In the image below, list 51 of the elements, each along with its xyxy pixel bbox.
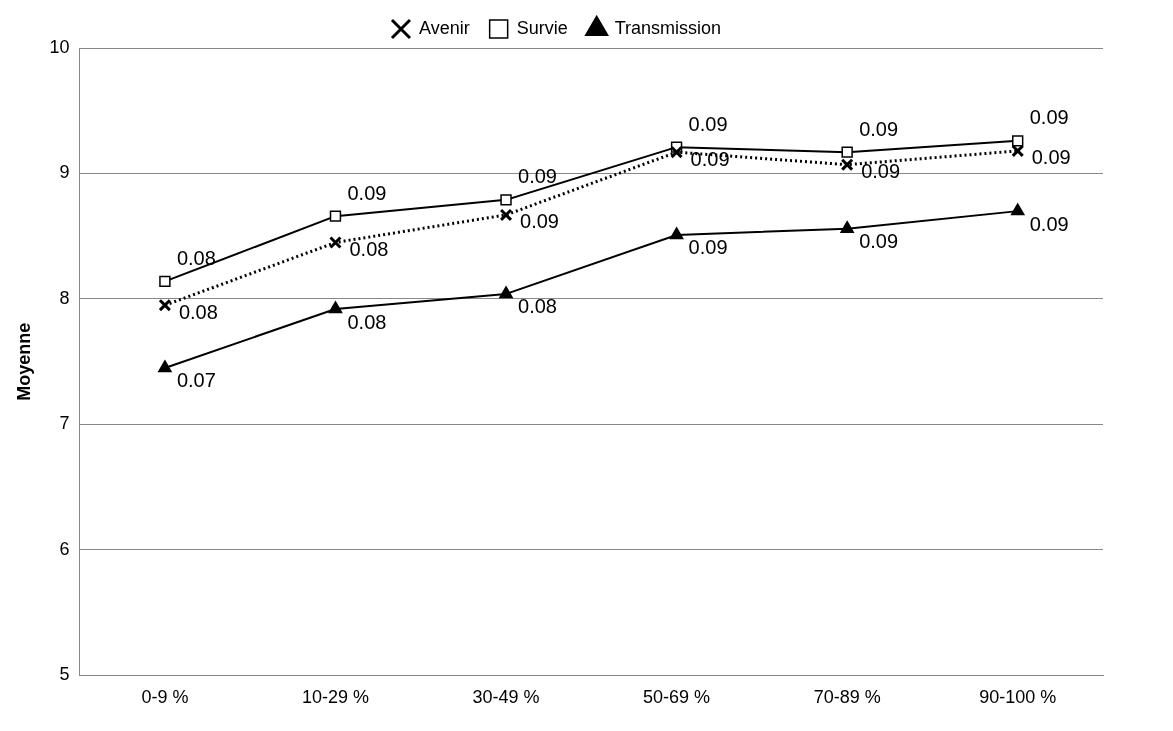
x-tick-label: 50-69 % [643, 687, 711, 708]
y-axis-title: Moyenne [13, 322, 34, 401]
annotation: 0.09 [859, 230, 899, 253]
point [159, 275, 171, 288]
annotation: 0.09 [688, 236, 728, 259]
legend-label: Avenir [418, 17, 470, 38]
annotation: 0.09 [520, 210, 559, 233]
point [1012, 135, 1024, 147]
y-tick-label: 7 [59, 413, 70, 434]
point [329, 236, 342, 249]
y-tick-label: 6 [59, 538, 70, 559]
x-tick-label: 0-9 % [141, 687, 189, 708]
y-tick-label: 5 [59, 664, 70, 685]
x-tick-label: 10-29 % [301, 687, 369, 708]
point [1010, 203, 1025, 216]
annotation: 0.09 [1031, 146, 1071, 169]
annotation: 0.08 [176, 246, 216, 269]
annotation: 0.09 [690, 147, 730, 170]
point [499, 286, 513, 299]
y-tick-label: 10 [49, 36, 70, 57]
point [158, 298, 172, 312]
annotation: 0.09 [1029, 212, 1069, 235]
point [669, 227, 684, 240]
point [500, 194, 512, 206]
annotation: 0.09 [518, 165, 557, 188]
annotation: 0.09 [347, 181, 387, 204]
y-tick-label: 8 [59, 287, 70, 308]
annotation: 0.09 [1029, 106, 1069, 129]
y-tick-label: 9 [59, 162, 70, 183]
x-tick-label: 70-89 % [813, 687, 881, 708]
point [670, 145, 684, 159]
point [329, 210, 342, 222]
legend-label: Transmission [614, 17, 722, 38]
annotation: 0.09 [688, 112, 728, 135]
annotation: 0.08 [518, 295, 557, 318]
annotation: 0.08 [178, 300, 218, 323]
point [328, 301, 343, 314]
legend-label: Survie [516, 17, 568, 38]
point [840, 158, 854, 172]
annotation: 0.09 [861, 160, 901, 183]
annotation: 0.08 [349, 238, 389, 261]
point [840, 220, 854, 233]
point [841, 146, 853, 158]
annotation: 0.07 [176, 369, 216, 392]
x-tick-label: 30-49 % [472, 687, 540, 708]
x-tick-label: 90-100 % [979, 687, 1057, 708]
point [158, 360, 172, 373]
annotation: 0.08 [347, 310, 387, 333]
point [1011, 144, 1025, 158]
point [499, 208, 513, 222]
annotation: 0.09 [859, 117, 899, 140]
